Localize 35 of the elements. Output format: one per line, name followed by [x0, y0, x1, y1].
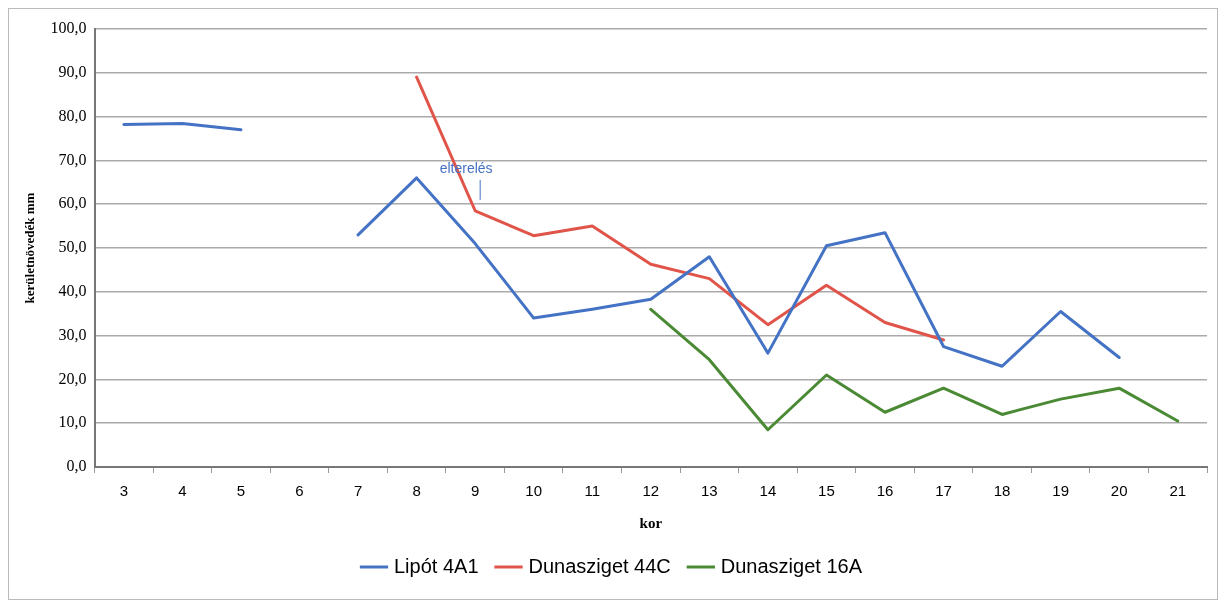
legend-label: Dunasziget 44C [528, 554, 671, 577]
x-tick-label: 21 [1169, 482, 1187, 500]
y-tick-label: 10,0 [58, 413, 87, 431]
y-tick-label: 70,0 [58, 150, 87, 168]
x-tick-label: 13 [701, 482, 718, 500]
x-tick-label: 9 [470, 482, 480, 500]
x-tick-label: 10 [525, 482, 543, 500]
y-tick-label: 100,0 [50, 19, 87, 37]
y-tick-label: 60,0 [58, 194, 87, 212]
x-tick-label: 15 [818, 482, 835, 500]
x-tick-label: 7 [353, 482, 363, 500]
x-tick-label: 8 [412, 482, 421, 500]
y-tick-label: 50,0 [58, 238, 87, 256]
y-tick-label: 30,0 [58, 325, 87, 343]
x-tick-label: 3 [119, 482, 129, 500]
y-tick-label: 0,0 [66, 457, 87, 475]
legend-label: Lipót 4A1 [393, 554, 479, 577]
x-tick-label: 11 [584, 482, 601, 500]
x-tick-label: 19 [1052, 482, 1069, 500]
x-tick-label: 18 [993, 482, 1011, 500]
x-tick-label: 12 [642, 482, 660, 500]
x-tick-label: 5 [236, 482, 246, 500]
x-tick-label: 4 [178, 482, 187, 500]
x-tick-label: 14 [759, 482, 777, 500]
x-tick-label: 6 [295, 482, 304, 500]
legend-label: Dunasziget 16A [720, 554, 863, 577]
y-tick-label: 90,0 [58, 63, 87, 80]
x-tick-label: 17 [935, 482, 952, 500]
x-axis-title: kor [639, 514, 663, 531]
y-tick-label: 20,0 [58, 369, 87, 387]
y-tick-label: 80,0 [58, 106, 87, 124]
y-tick-label: 40,0 [58, 282, 87, 299]
x-tick-label: 16 [876, 482, 894, 500]
y-axis-title: kerületnövedék mm [22, 192, 38, 304]
x-tick-label: 20 [1110, 482, 1128, 500]
